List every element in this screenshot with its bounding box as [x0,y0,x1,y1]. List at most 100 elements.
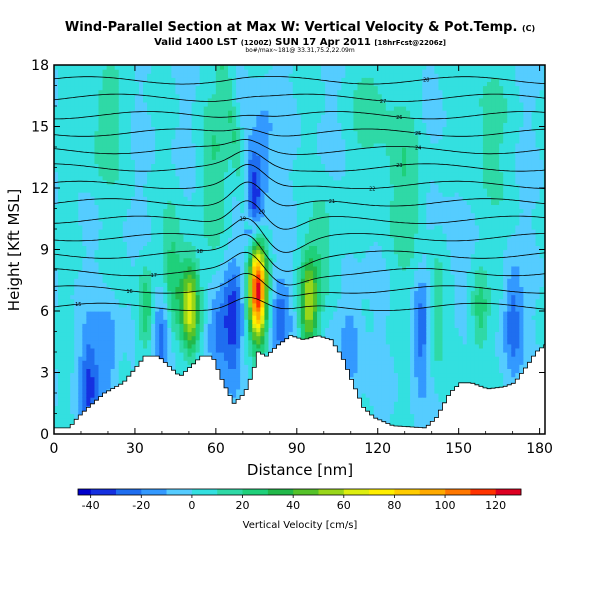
heatmap-cell [167,241,172,246]
heatmap-cell [66,278,71,283]
heatmap-cell [54,331,59,337]
heatmap-cell [58,183,63,189]
heatmap-cell [102,339,108,345]
heatmap-cell [66,245,71,251]
heatmap-cell [126,257,132,263]
heatmap-cell [78,265,83,271]
heatmap-cell [195,241,201,246]
heatmap-cell [223,372,229,378]
heatmap-cell [94,356,100,361]
heatmap-cell [171,200,176,205]
heatmap-cell [94,274,100,279]
heatmap-cell [183,167,189,173]
heatmap-cell [151,171,156,177]
heatmap-cell [272,229,278,234]
heatmap-cell [236,347,241,353]
heatmap-cell [183,327,189,333]
heatmap-cell [240,171,245,177]
heatmap-cell [62,73,67,78]
heatmap-cell [163,89,168,95]
heatmap-cell [244,81,249,87]
heatmap-cell [187,122,193,128]
heatmap-cell [211,85,217,91]
heatmap-cell [106,171,112,177]
heatmap-cell [223,274,229,279]
heatmap-cell [244,368,249,374]
heatmap-cell [106,282,112,287]
heatmap-cell [272,101,278,107]
heatmap-cell [102,192,108,197]
heatmap-cell [211,196,217,201]
heatmap-cell [203,138,209,144]
heatmap-cell [118,286,124,292]
heatmap-cell [118,241,124,246]
heatmap-cell [228,249,233,255]
heatmap-cell [82,393,87,398]
heatmap-cell [228,138,233,144]
heatmap-cell [70,224,75,230]
heatmap-cell [163,73,168,78]
heatmap-cell [252,159,257,164]
heatmap-cell [94,106,100,111]
heatmap-cell [102,249,108,255]
heatmap-cell [54,151,59,156]
heatmap-cell [215,151,221,156]
heatmap-cell [211,229,217,234]
heatmap-cell [179,93,185,99]
heatmap-cell [114,147,120,152]
heatmap-cell [159,97,164,103]
heatmap-cell [86,188,92,193]
heatmap-cell [134,323,140,328]
heatmap-cell [248,220,253,226]
heatmap-cell [106,200,112,205]
heatmap-cell [232,159,237,164]
heatmap-cell [159,167,164,173]
heatmap-cell [167,65,172,70]
heatmap-cell [232,65,237,70]
heatmap-cell [94,155,100,160]
heatmap-cell [223,69,229,74]
heatmap-cell [155,253,160,259]
heatmap-cell [203,352,209,357]
heatmap-cell [183,360,189,365]
heatmap-cell [86,282,92,287]
heatmap-cell [203,122,209,128]
heatmap-cell [187,306,193,312]
heatmap-cell [167,278,172,283]
heatmap-cell [82,376,87,382]
heatmap-cell [102,380,108,386]
heatmap-cell [195,352,201,357]
heatmap-cell [252,155,257,160]
heatmap-cell [98,343,104,349]
heatmap-cell [248,339,253,345]
heatmap-cell [268,138,274,144]
heatmap-cell [118,89,124,95]
heatmap-cell [134,155,140,160]
heatmap-cell [147,265,152,271]
heatmap-cell [151,323,156,328]
heatmap-cell [126,89,132,95]
heatmap-cell [223,118,229,123]
heatmap-cell [147,274,152,279]
heatmap-cell [272,212,278,218]
heatmap-cell [94,167,100,173]
heatmap-cell [240,233,245,238]
heatmap-cell [167,179,172,185]
heatmap-cell [102,122,108,128]
heatmap-cell [90,261,96,267]
heatmap-cell [187,138,193,144]
heatmap-cell [78,106,83,111]
heatmap-cell [151,151,156,156]
heatmap-cell [155,167,160,173]
heatmap-cell [155,331,160,337]
heatmap-cell [147,171,152,177]
heatmap-cell [155,237,160,242]
heatmap-cell [90,81,96,87]
heatmap-cell [54,253,59,259]
heatmap-cell [256,347,261,353]
heatmap-cell [70,352,75,357]
heatmap-cell [155,323,160,328]
heatmap-cell [256,335,261,341]
heatmap-cell [134,229,140,234]
heatmap-cell [58,97,63,103]
